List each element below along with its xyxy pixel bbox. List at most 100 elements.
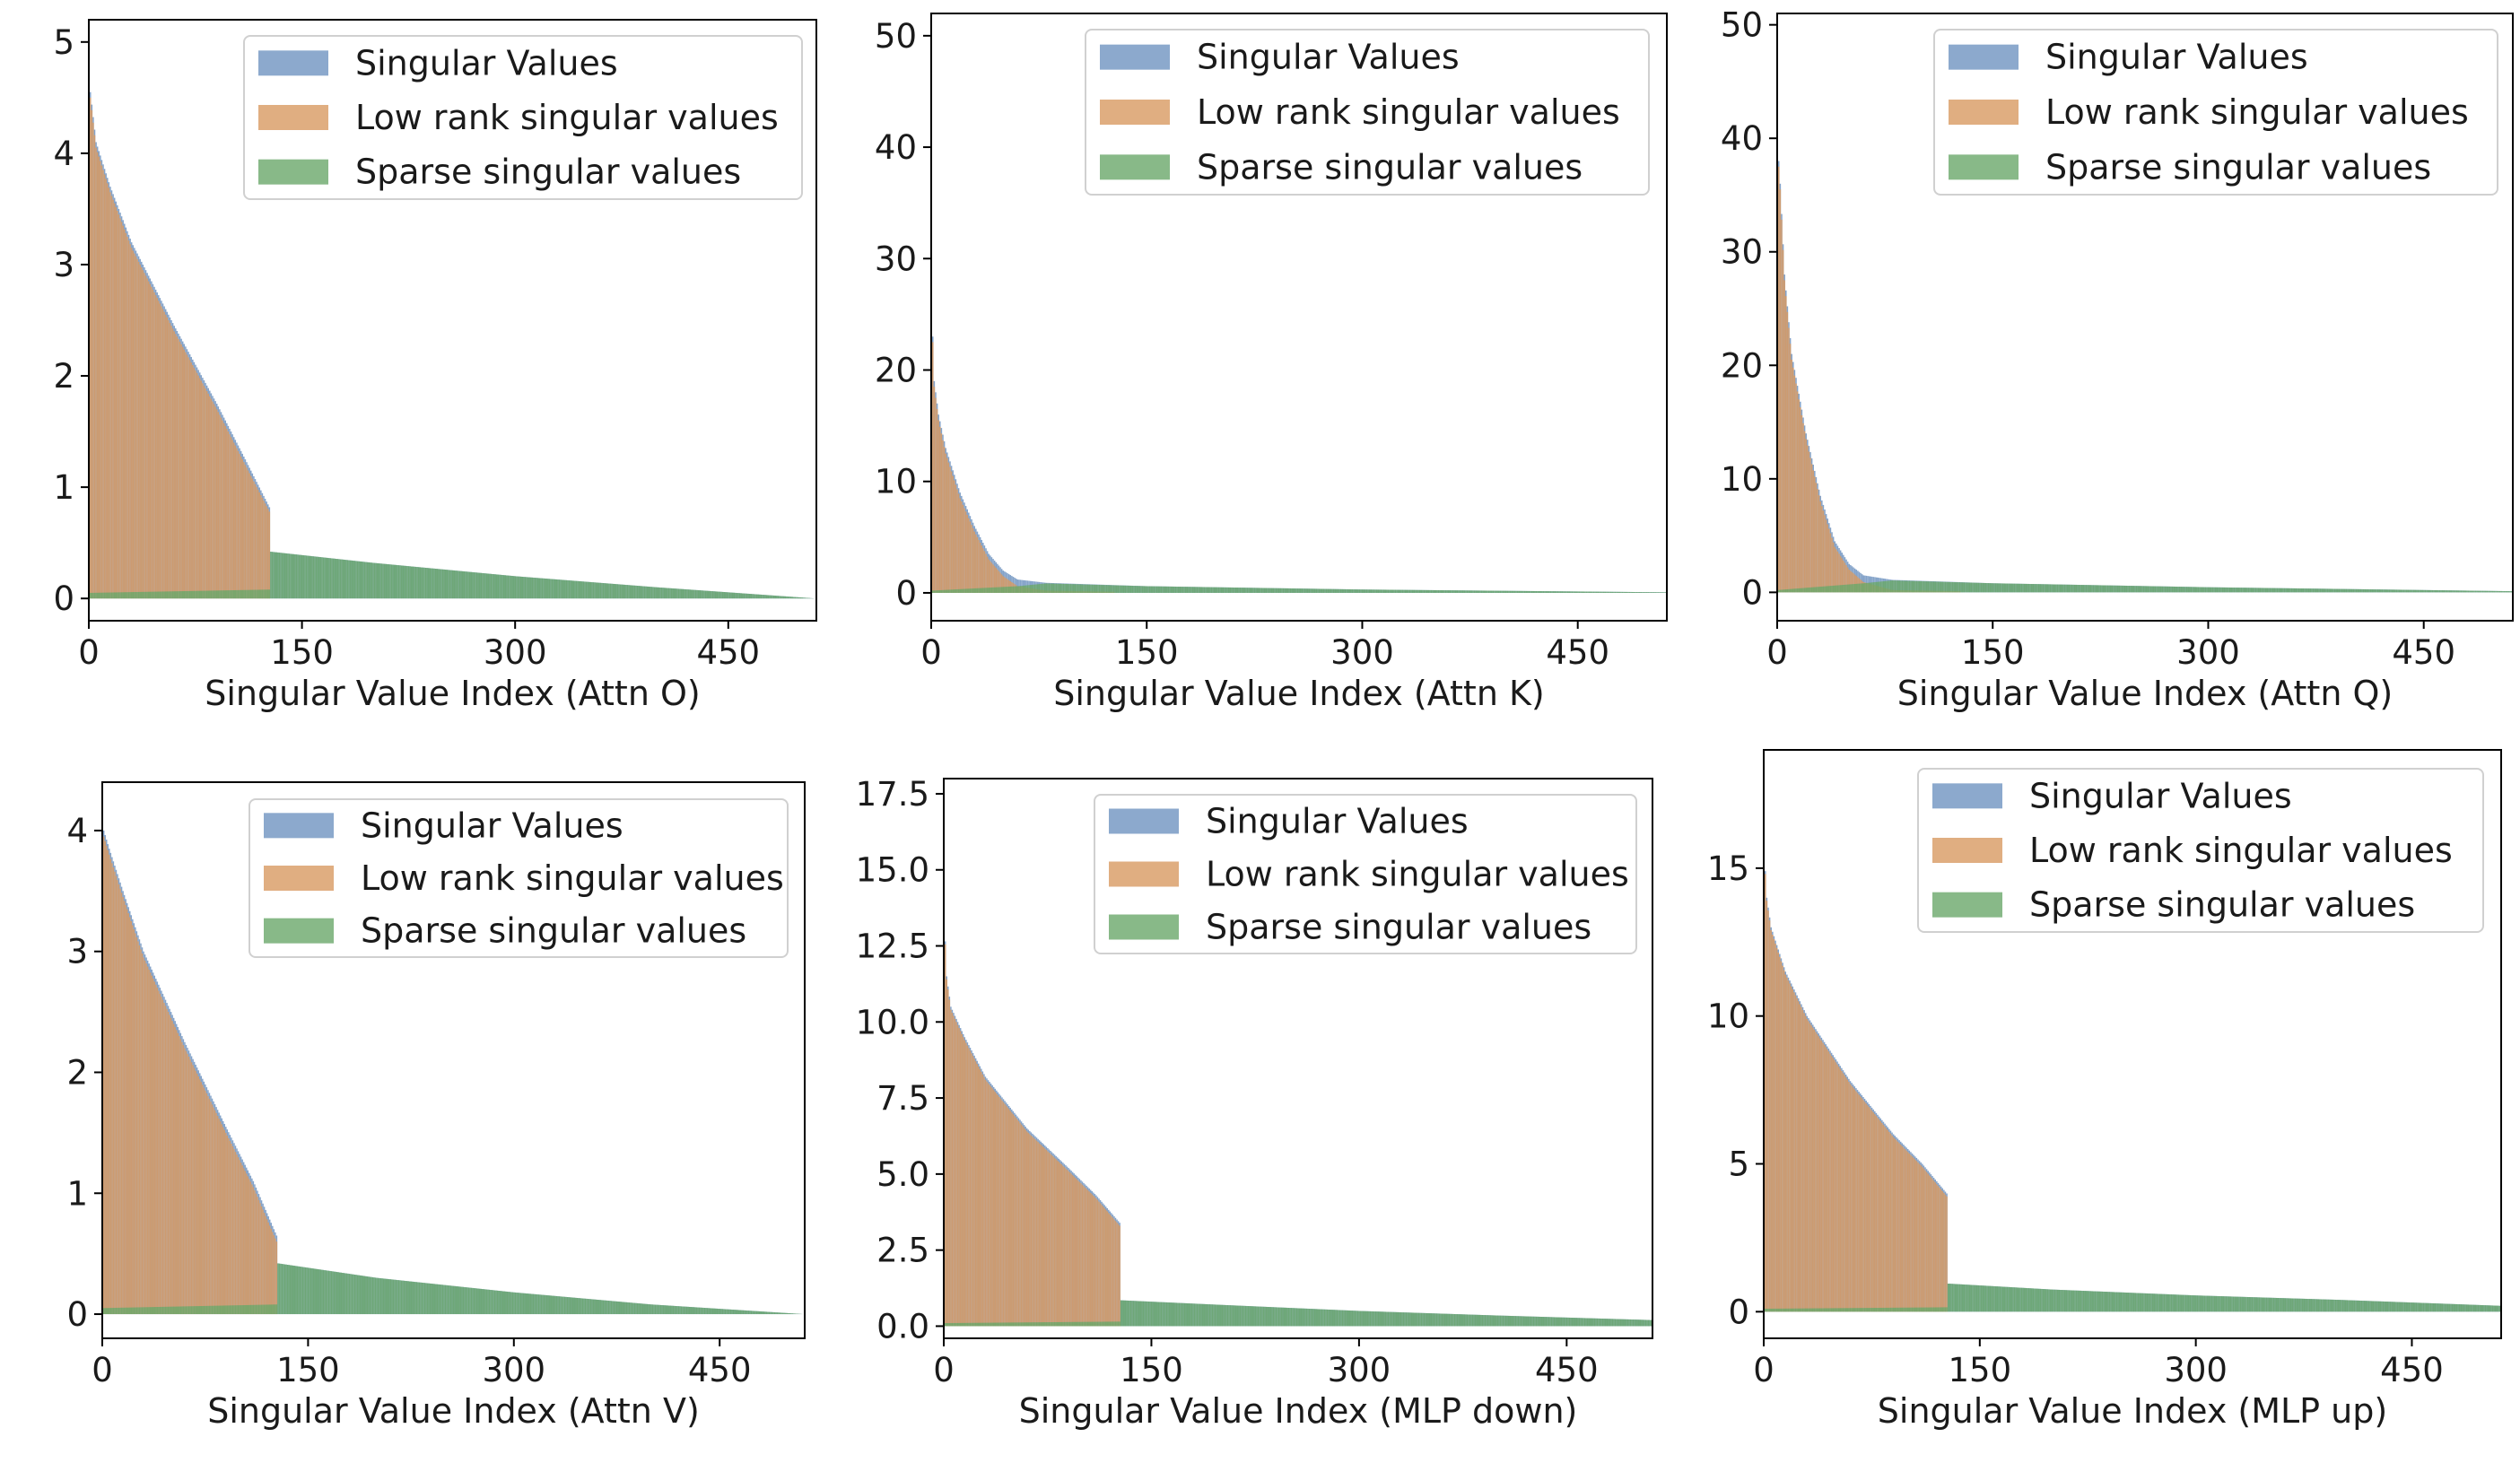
bar bbox=[2404, 589, 2406, 593]
bar bbox=[1274, 588, 1276, 593]
bar bbox=[2333, 588, 2334, 593]
bar bbox=[2202, 587, 2203, 593]
bar bbox=[1397, 589, 1400, 593]
bar bbox=[584, 1298, 587, 1315]
bar bbox=[240, 1305, 242, 1315]
bar bbox=[312, 556, 315, 599]
bar bbox=[257, 589, 259, 599]
bar bbox=[528, 577, 530, 599]
bar bbox=[2132, 586, 2135, 593]
bar bbox=[331, 558, 333, 599]
bar bbox=[227, 431, 230, 599]
bar bbox=[2324, 588, 2326, 593]
bar bbox=[1390, 589, 1392, 593]
bar bbox=[232, 589, 235, 599]
bar bbox=[591, 582, 593, 599]
bar bbox=[2158, 586, 2160, 593]
bar bbox=[176, 591, 179, 599]
bar bbox=[1284, 588, 1286, 593]
bar bbox=[790, 1313, 792, 1315]
bar bbox=[390, 564, 393, 599]
bar bbox=[2085, 585, 2088, 593]
bar bbox=[665, 1305, 667, 1315]
bar bbox=[454, 1285, 456, 1315]
bar bbox=[189, 1059, 191, 1315]
bar bbox=[1291, 588, 1293, 593]
bar bbox=[426, 568, 428, 599]
bar bbox=[752, 594, 754, 599]
bar bbox=[126, 592, 128, 599]
bar bbox=[676, 588, 678, 599]
bar bbox=[1558, 591, 1560, 593]
bar bbox=[1839, 555, 1842, 593]
bar bbox=[349, 560, 352, 599]
bar bbox=[436, 569, 439, 599]
bar bbox=[1417, 589, 1419, 593]
bar bbox=[1949, 581, 1951, 593]
bar bbox=[149, 1307, 152, 1315]
bar bbox=[631, 585, 633, 599]
bar bbox=[307, 1267, 310, 1315]
bar bbox=[571, 1297, 574, 1315]
bar bbox=[242, 1168, 245, 1315]
bar bbox=[519, 576, 520, 599]
bar bbox=[1018, 586, 1020, 593]
bar bbox=[665, 588, 667, 599]
bar bbox=[478, 1288, 481, 1315]
bar bbox=[179, 1306, 182, 1315]
bar bbox=[1521, 590, 1523, 593]
chart-panel-4: 0 150 300 4500.02.55.07.510.012.515.017.5Si… bbox=[856, 775, 1653, 1431]
bar bbox=[936, 408, 938, 593]
bar bbox=[1021, 586, 1023, 593]
bar bbox=[2337, 588, 2339, 593]
bar bbox=[2293, 588, 2296, 593]
bar bbox=[1881, 581, 1883, 593]
bar bbox=[693, 1307, 695, 1315]
bar bbox=[361, 562, 363, 599]
bar bbox=[275, 552, 278, 599]
bar bbox=[933, 590, 936, 593]
bar bbox=[770, 1311, 772, 1315]
bar bbox=[1979, 582, 1981, 593]
bar bbox=[155, 984, 157, 1315]
bar bbox=[222, 590, 223, 599]
bar bbox=[431, 568, 432, 599]
bar bbox=[1798, 399, 1800, 593]
bar bbox=[2203, 587, 2205, 593]
bar bbox=[1129, 585, 1130, 593]
bar bbox=[1213, 587, 1216, 593]
bar bbox=[2271, 588, 2274, 593]
legend-swatch bbox=[1949, 154, 2019, 180]
bar bbox=[1783, 589, 1785, 593]
bar bbox=[2087, 585, 2088, 593]
bar bbox=[995, 567, 998, 593]
bar bbox=[187, 1306, 190, 1315]
bar bbox=[2395, 589, 2398, 593]
bar bbox=[2206, 587, 2208, 593]
bar bbox=[140, 949, 142, 1315]
bar bbox=[1403, 589, 1405, 593]
bar bbox=[602, 1300, 605, 1315]
bar bbox=[1976, 582, 1978, 593]
bar bbox=[511, 576, 513, 599]
bar bbox=[723, 1309, 725, 1315]
bar bbox=[205, 1305, 208, 1315]
bar bbox=[397, 565, 400, 599]
bar bbox=[605, 583, 607, 599]
series-low-rank-singular-values bbox=[930, 297, 1115, 593]
bar bbox=[737, 593, 739, 599]
bar bbox=[435, 1284, 437, 1315]
bar bbox=[1005, 587, 1007, 593]
bar bbox=[597, 1300, 598, 1315]
bar bbox=[1645, 592, 1648, 593]
bar bbox=[507, 575, 510, 599]
bar bbox=[1975, 582, 1976, 593]
bar bbox=[702, 590, 704, 599]
bar bbox=[2431, 589, 2434, 593]
bar bbox=[266, 1304, 268, 1315]
bar bbox=[758, 1311, 761, 1315]
bar bbox=[2180, 587, 2182, 593]
bar bbox=[1853, 584, 1856, 593]
bar bbox=[648, 587, 650, 599]
bar bbox=[606, 583, 609, 599]
